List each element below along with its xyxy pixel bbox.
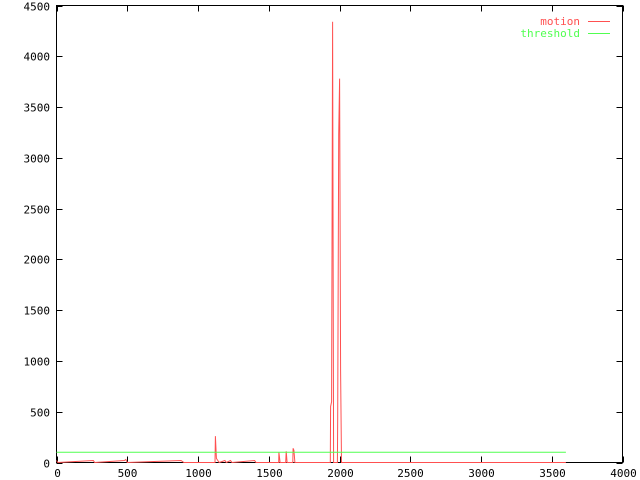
x-tick-label: 2500 [397, 467, 424, 480]
x-tick-label: 0 [54, 467, 61, 480]
x-tick-label: 3500 [539, 467, 566, 480]
y-tick-label: 3500 [24, 102, 51, 115]
legend-label-motion: motion [540, 15, 580, 28]
y-tick-label: 2500 [24, 204, 51, 217]
y-tick-label: 1500 [24, 305, 51, 318]
y-tick-label: 1000 [24, 356, 51, 369]
legend-label-threshold: threshold [520, 27, 580, 40]
x-tick-label: 4000 [610, 467, 637, 480]
y-tick-label: 3000 [24, 153, 51, 166]
axis-ticks: 0 500 1000 1500 2000 2500 3000 3500 4000 0 500 1000… [24, 1, 637, 480]
y-tick-label: 4000 [24, 51, 51, 64]
x-tick-label: 1500 [256, 467, 283, 480]
y-tick-label: 500 [30, 407, 50, 420]
x-tick-label: 1000 [185, 467, 212, 480]
x-tick-label: 3000 [468, 467, 495, 480]
x-tick-label: 500 [118, 467, 138, 480]
series-group [56, 21, 566, 464]
x-tick-label: 2000 [327, 467, 354, 480]
plot-frame [56, 5, 623, 463]
series-line-motion [56, 21, 566, 464]
y-tick-label: 2000 [24, 254, 51, 267]
y-tick-label: 0 [43, 458, 50, 471]
y-tick-label: 4500 [24, 1, 51, 14]
